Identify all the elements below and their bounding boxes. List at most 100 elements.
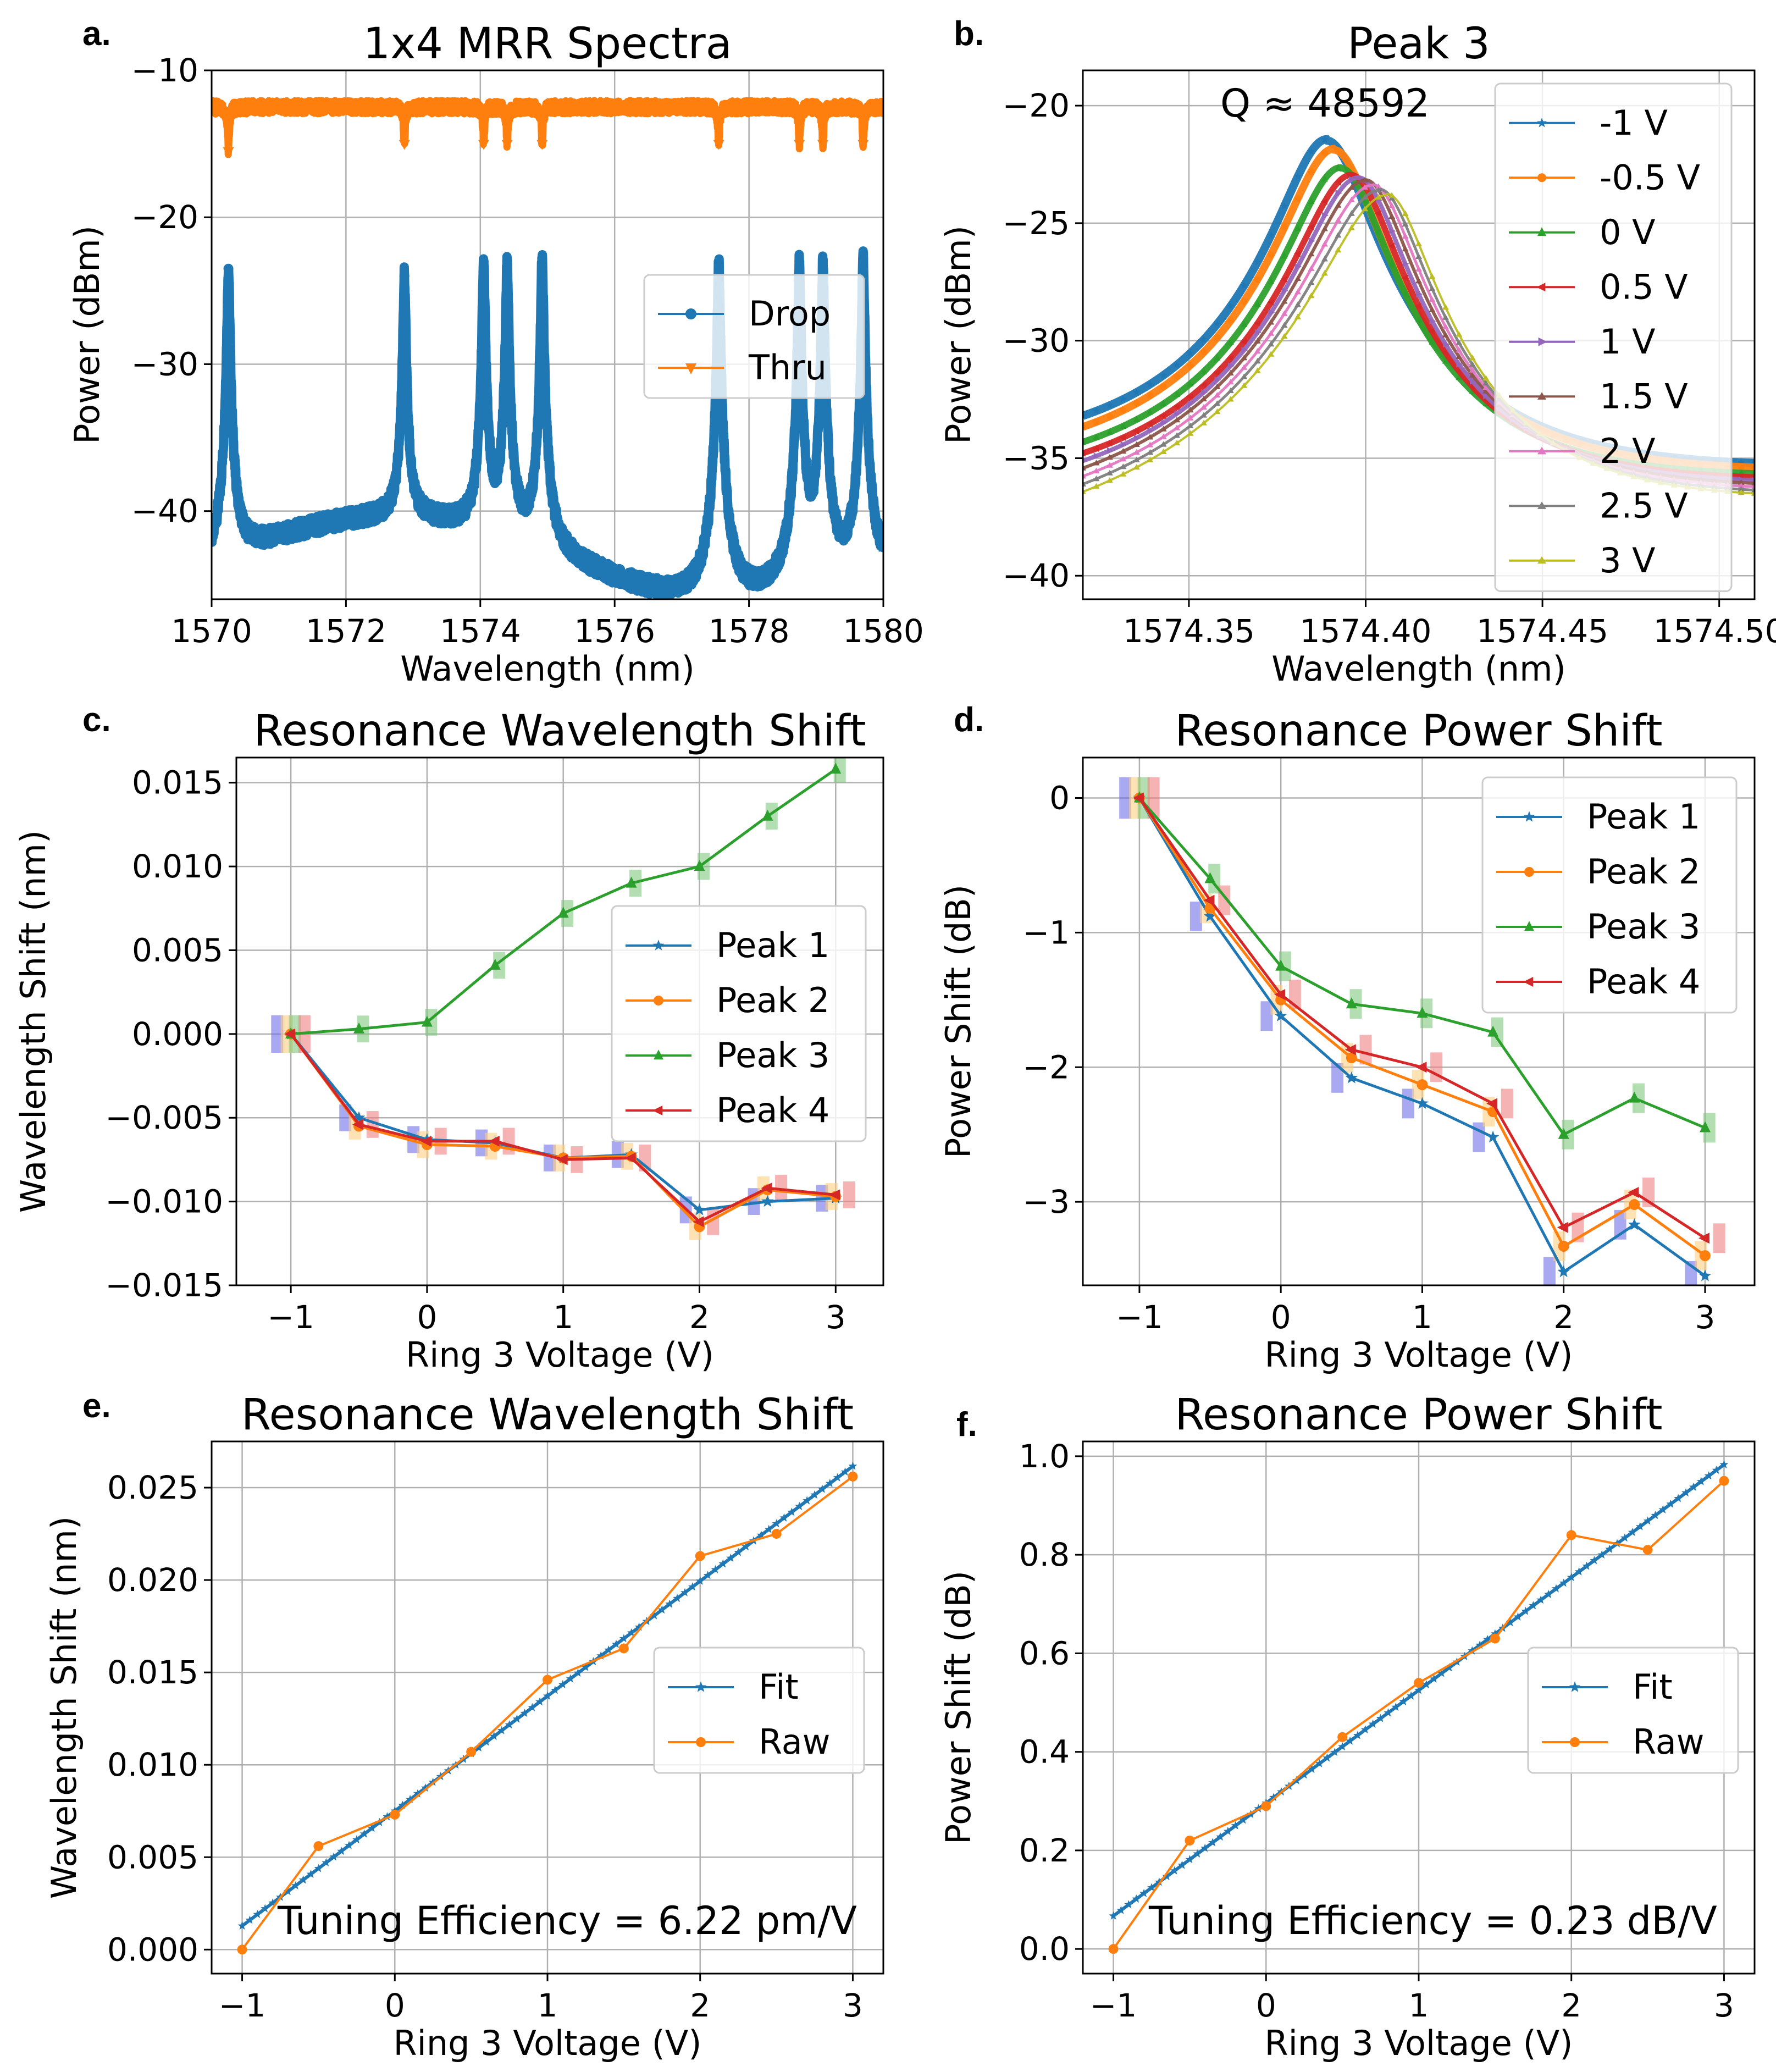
spectrum-marker [1093, 418, 1100, 426]
y-tick-label: −1 [1023, 914, 1070, 951]
x-tick-label: 1574.50 [1653, 612, 1776, 650]
axes-frame [235, 756, 884, 1286]
spectrum-marker [1254, 300, 1261, 307]
spectrum-marker [1295, 263, 1302, 270]
fit-marker [1468, 1646, 1477, 1655]
spectrum-marker [1174, 373, 1181, 380]
fit-marker [1177, 1860, 1187, 1869]
spectrum-marker [1362, 194, 1369, 200]
spectrum-marker [1429, 285, 1436, 291]
spectrum-marker [1281, 310, 1288, 316]
spectrum-marker [1240, 281, 1248, 289]
legend-marker [1524, 921, 1534, 931]
legend-marker [1537, 501, 1546, 509]
series-peak-1 [1133, 791, 1712, 1281]
spectrum-marker [1442, 331, 1449, 338]
spectrum-marker [1083, 412, 1087, 419]
raw-point [695, 1551, 705, 1561]
spectrum-marker [1375, 194, 1382, 200]
legend-entry: Peak 1 [626, 925, 829, 965]
y-tick-label: −40 [1003, 557, 1070, 594]
fit-marker [673, 1594, 682, 1603]
spectrum-marker [1402, 260, 1409, 267]
fit-marker [1109, 1911, 1118, 1920]
fit-marker [314, 1864, 323, 1872]
spectrum-marker [1415, 253, 1422, 259]
panel-b: 1574.35 1574.40 1574.45 1574.50 −20 −25 −30 −35… [938, 15, 1776, 689]
spectrum-marker [1738, 489, 1745, 495]
raw-point [1566, 1530, 1576, 1540]
y-axis-label: Power (dBm) [938, 225, 978, 444]
fit-marker [1506, 1618, 1515, 1627]
fit-marker [833, 1473, 842, 1482]
y-axis-label: Wavelength Shift (nm) [44, 1516, 84, 1899]
spectrum-marker [1429, 318, 1436, 324]
y-tick-label: −25 [1003, 205, 1070, 242]
legend-marker [1569, 1681, 1581, 1692]
x-tick-label: 3 [1714, 1987, 1734, 2024]
spectrum-marker [1321, 270, 1328, 276]
spectrum-marker [1469, 361, 1476, 367]
legend-entry: Raw [1542, 1722, 1704, 1762]
data-point [1629, 1199, 1640, 1211]
spectrum-marker [1281, 333, 1288, 339]
x-axis-label: Ring 3 Voltage (V) [1265, 2023, 1573, 2063]
raw-point [1719, 1476, 1729, 1486]
spectrum-marker [1240, 338, 1247, 345]
spectrum-marker [1093, 452, 1100, 460]
error-bar [1501, 1089, 1513, 1119]
fit-marker [825, 1479, 834, 1488]
legend-marker [1537, 173, 1546, 183]
fit-marker [1353, 1731, 1362, 1739]
error-bar [1543, 1257, 1556, 1285]
data-point [693, 1216, 704, 1228]
panel-label: a. [82, 15, 111, 53]
spectrum-marker [1147, 434, 1154, 440]
spectrum-marker [1335, 147, 1342, 154]
fit-marker [505, 1720, 514, 1729]
spectrum-marker [1147, 449, 1154, 455]
panel-f: −1 0 1 2 3 1.0 0.8 0.6 0.4 0.2 0.0 Resonance Power … [938, 1390, 1756, 2063]
spectrum-marker [1187, 400, 1194, 407]
spectrum-marker [1160, 448, 1167, 454]
spectrum-marker [1268, 251, 1275, 258]
legend-entry: Peak 3 [1496, 907, 1700, 947]
fit-marker [1292, 1776, 1301, 1784]
x-tick-label: 1578 [709, 612, 790, 650]
error-bar [1279, 951, 1291, 981]
raw-point [771, 1529, 782, 1539]
fit-marker [329, 1852, 339, 1861]
fit-marker [1475, 1640, 1485, 1649]
spectrum-marker [1146, 380, 1154, 388]
spectrum-marker [1387, 242, 1395, 250]
error-bar [1473, 1122, 1485, 1152]
legend-box [611, 905, 867, 1142]
y-tick-label: 0.2 [1019, 1832, 1070, 1869]
spectrum-marker [1375, 186, 1382, 193]
data-point [761, 1183, 772, 1194]
fit-marker [840, 1467, 850, 1476]
y-tick-label: −40 [131, 493, 198, 530]
x-tick-label: 2 [690, 1987, 710, 2024]
fit-marker [413, 1789, 422, 1798]
spectrum-marker [1133, 449, 1140, 455]
fit-marker [1666, 1499, 1675, 1508]
plot-area-d [1119, 777, 1725, 1285]
legend-label: Peak 1 [1587, 797, 1700, 837]
legend-label: Fit [1633, 1667, 1673, 1707]
spectrum-marker [1241, 364, 1248, 370]
spectrum-marker [1214, 383, 1221, 389]
fit-marker [1590, 1556, 1599, 1565]
data-point [1699, 1250, 1711, 1262]
spectrum-marker [1307, 147, 1315, 155]
fit-marker [474, 1743, 483, 1751]
x-tick-label: 0 [385, 1987, 405, 2024]
fit-marker [1116, 1905, 1126, 1914]
spectrum-marker [1187, 407, 1194, 413]
panel-e: −1 0 1 2 3 0.025 0.020 0.015 0.010 0.005 0.000 Reso… [44, 1387, 884, 2063]
data-point [1700, 1121, 1711, 1132]
y-tick-label: −2 [1023, 1048, 1070, 1086]
fit-marker [657, 1605, 667, 1614]
spectrum-marker [1374, 210, 1381, 217]
spectrum-marker [1254, 276, 1261, 283]
